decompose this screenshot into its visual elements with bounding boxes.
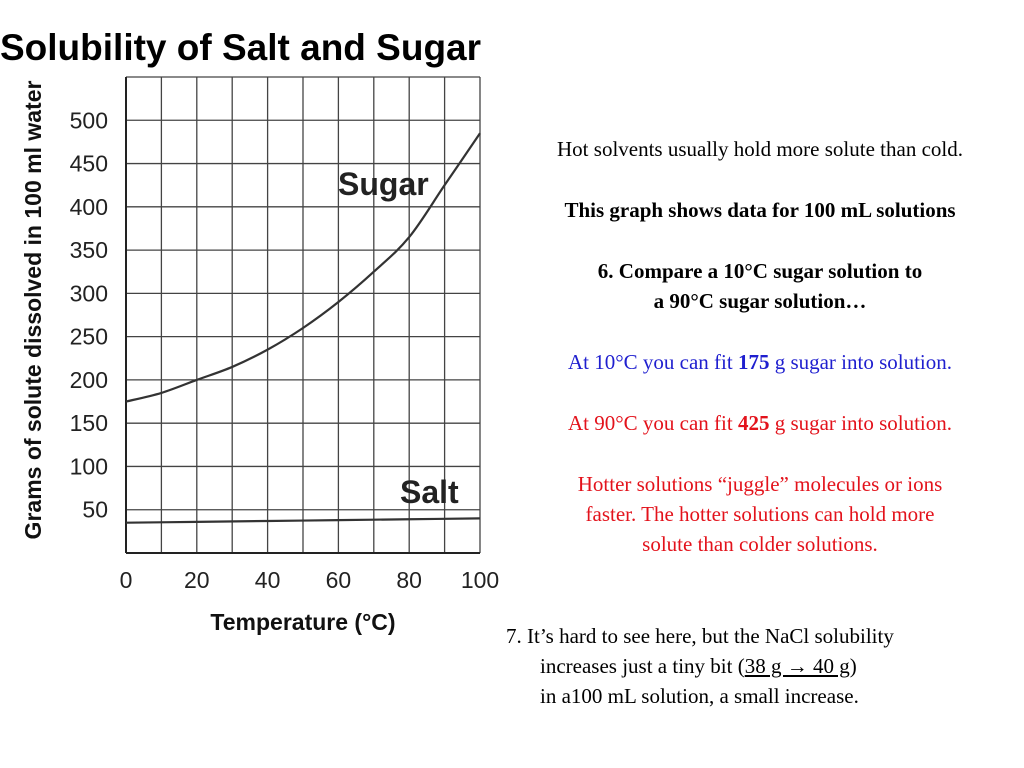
x-tick-label: 100 bbox=[461, 567, 499, 593]
y-tick-label: 200 bbox=[70, 367, 108, 393]
chart-axes bbox=[125, 77, 480, 554]
x-tick-label: 80 bbox=[396, 567, 422, 593]
chart-title: Solubility of Salt and Sugar bbox=[0, 27, 481, 68]
answer-10c-value: 175 bbox=[737, 350, 770, 374]
x-tick-label: 20 bbox=[184, 567, 210, 593]
answer-90c-suffix: g sugar into solution. bbox=[769, 411, 953, 435]
answer-10c-prefix: At 10°C you can fit bbox=[567, 350, 738, 374]
answer-90c-value: 425 bbox=[737, 411, 770, 435]
series-labels: Sugar Salt bbox=[338, 166, 459, 510]
salt-curve bbox=[125, 517, 481, 524]
solubility-chart: Solubility of Salt and Sugar 50100150200… bbox=[0, 27, 500, 635]
sugar-series-label: Sugar bbox=[338, 166, 429, 202]
hotter-explanation-line-2: faster. The hotter solutions can hold mo… bbox=[585, 502, 935, 526]
y-tick-label: 150 bbox=[70, 410, 108, 436]
y-axis-label: Grams of solute dissolved in 100 ml wate… bbox=[20, 81, 46, 540]
chart-series bbox=[125, 132, 481, 524]
explanation-panel: Hot solvents usually hold more solute th… bbox=[500, 134, 1020, 711]
y-tick-labels: 50 100 150 200 250 300 350 400 450 500 bbox=[70, 107, 108, 522]
answer-10c: At 10°C you can fit 175 g sugar into sol… bbox=[500, 347, 1020, 377]
y-tick-label: 50 bbox=[82, 497, 108, 523]
x-tick-label: 0 bbox=[120, 567, 133, 593]
y-tick-label: 350 bbox=[70, 237, 108, 263]
graph-info-text: This graph shows data for 100 mL solutio… bbox=[564, 198, 956, 222]
intro-text: Hot solvents usually hold more solute th… bbox=[557, 137, 963, 161]
answer-90c-prefix: At 90°C you can fit bbox=[567, 411, 738, 435]
y-tick-label: 500 bbox=[70, 107, 108, 133]
x-tick-label: 60 bbox=[326, 567, 352, 593]
question-7-line-3: in a100 mL solution, a small increase. bbox=[540, 684, 859, 708]
question-7: 7. It’s hard to see here, but the NaCl s… bbox=[506, 621, 1020, 711]
y-tick-label: 100 bbox=[70, 453, 108, 479]
question-7-line-2: increases just a tiny bit (38 g → 40 g) bbox=[506, 651, 1020, 681]
y-tick-label: 250 bbox=[70, 324, 108, 350]
question-6-line-2: a 90°C sugar solution… bbox=[653, 289, 867, 313]
sugar-curve bbox=[125, 132, 481, 403]
hotter-explanation-line-3: solute than colder solutions. bbox=[642, 532, 878, 556]
x-tick-label: 40 bbox=[255, 567, 281, 593]
y-tick-label: 400 bbox=[70, 194, 108, 220]
salt-change-values: 38 g → 40 g bbox=[744, 654, 850, 678]
y-tick-label: 300 bbox=[70, 280, 108, 306]
question-7-line-2-suffix: ) bbox=[849, 654, 857, 678]
answer-10c-suffix: g sugar into solution. bbox=[769, 350, 953, 374]
answer-90c: At 90°C you can fit 425 g sugar into sol… bbox=[500, 408, 1020, 438]
chart-grid bbox=[125, 76, 481, 553]
x-tick-labels: 0 20 40 60 80 100 bbox=[120, 567, 500, 593]
y-tick-label: 450 bbox=[70, 151, 108, 177]
question-7-line-2-prefix: increases just a tiny bit ( bbox=[540, 654, 745, 678]
hotter-explanation-line-1: Hotter solutions “juggle” molecules or i… bbox=[577, 472, 943, 496]
salt-series-label: Salt bbox=[400, 474, 459, 510]
x-axis-label: Temperature (°C) bbox=[210, 609, 395, 635]
question-7-line-1: 7. It’s hard to see here, but the NaCl s… bbox=[506, 624, 894, 648]
question-6-line-1: 6. Compare a 10°C sugar solution to bbox=[597, 259, 923, 283]
